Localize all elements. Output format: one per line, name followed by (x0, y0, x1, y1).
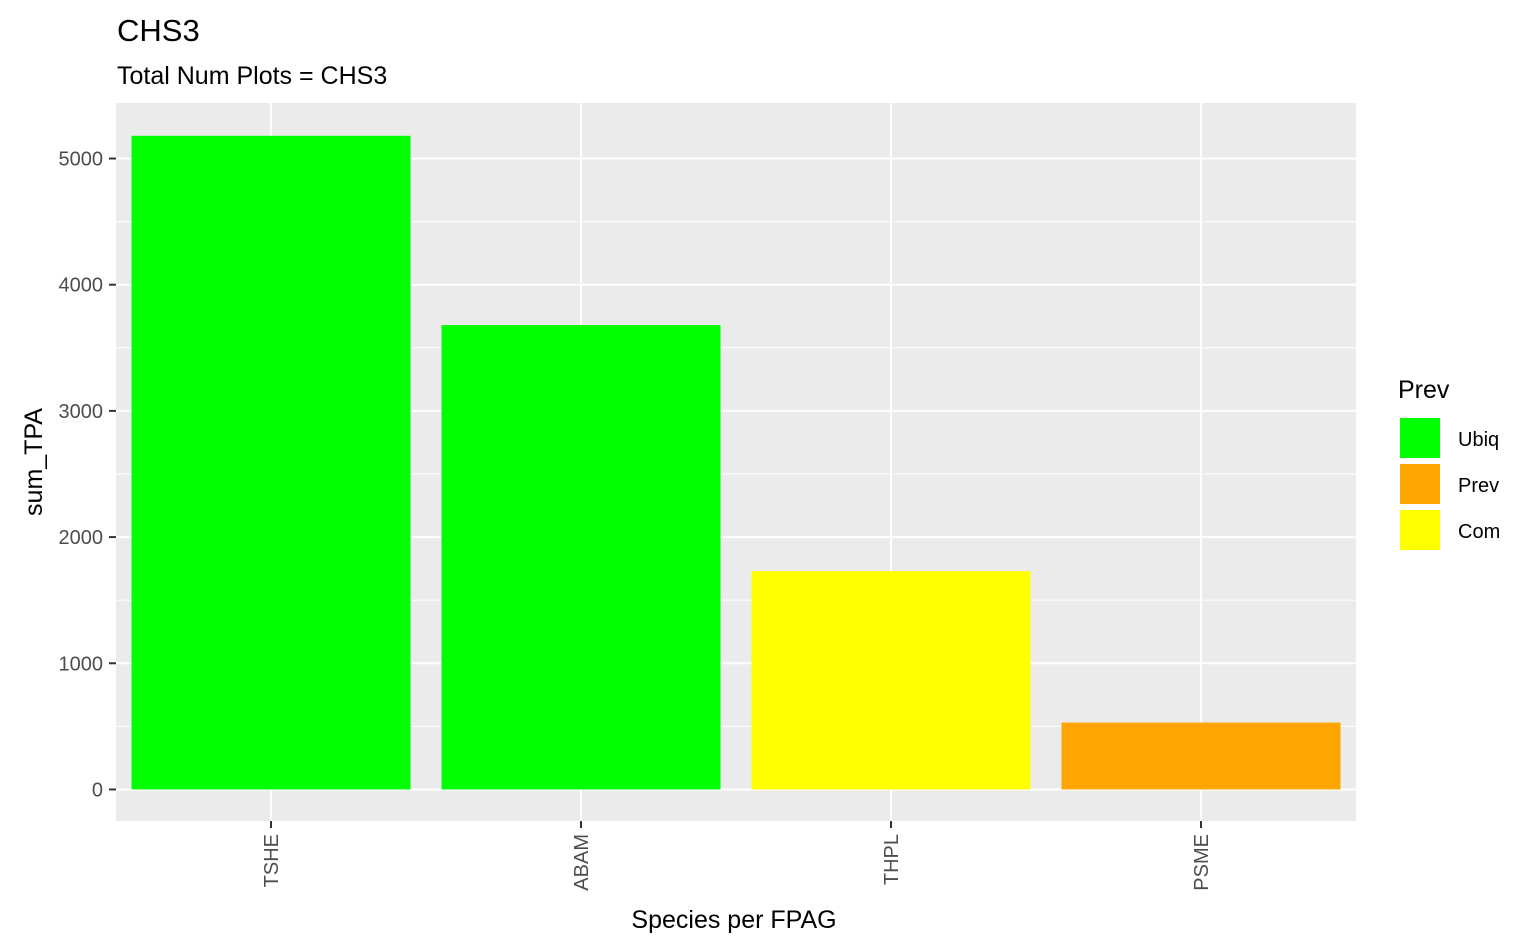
y-tick-label: 1000 (59, 653, 104, 675)
bars (131, 135, 1341, 790)
x-axis-title: Species per FPAG (631, 906, 836, 934)
legend-label-com: Com (1458, 521, 1500, 543)
y-axis-title: sum_TPA (20, 408, 48, 516)
bar-psme (1061, 722, 1341, 790)
bar-tshe (131, 135, 411, 790)
legend: Prev Ubiq Prev Com (1398, 376, 1500, 552)
chart-title: CHS3 (117, 13, 200, 48)
legend-label-prev: Prev (1458, 475, 1499, 497)
y-tick-label: 0 (92, 779, 103, 801)
x-tick-label: PSME (1191, 834, 1213, 891)
bar-thpl (751, 571, 1031, 790)
y-tick-label: 3000 (59, 401, 104, 423)
x-tick-label: TSHE (261, 834, 283, 887)
x-tick-label: THPL (881, 834, 903, 885)
legend-key-ubiq (1398, 416, 1442, 460)
bar-abam (441, 325, 721, 790)
legend-title: Prev (1398, 376, 1450, 404)
legend-key-prev (1398, 462, 1442, 506)
x-tick-label: ABAM (571, 834, 593, 891)
y-tick-label: 4000 (59, 275, 104, 297)
y-axis: 0 1000 2000 3000 4000 5000 (59, 149, 116, 801)
y-tick-label: 5000 (59, 149, 104, 171)
y-tick-label: 2000 (59, 527, 104, 549)
legend-label-ubiq: Ubiq (1458, 429, 1499, 451)
chart-subtitle: Total Num Plots = CHS3 (117, 62, 387, 90)
legend-key-com (1398, 508, 1442, 552)
x-axis: TSHE ABAM THPL PSME (261, 821, 1213, 891)
